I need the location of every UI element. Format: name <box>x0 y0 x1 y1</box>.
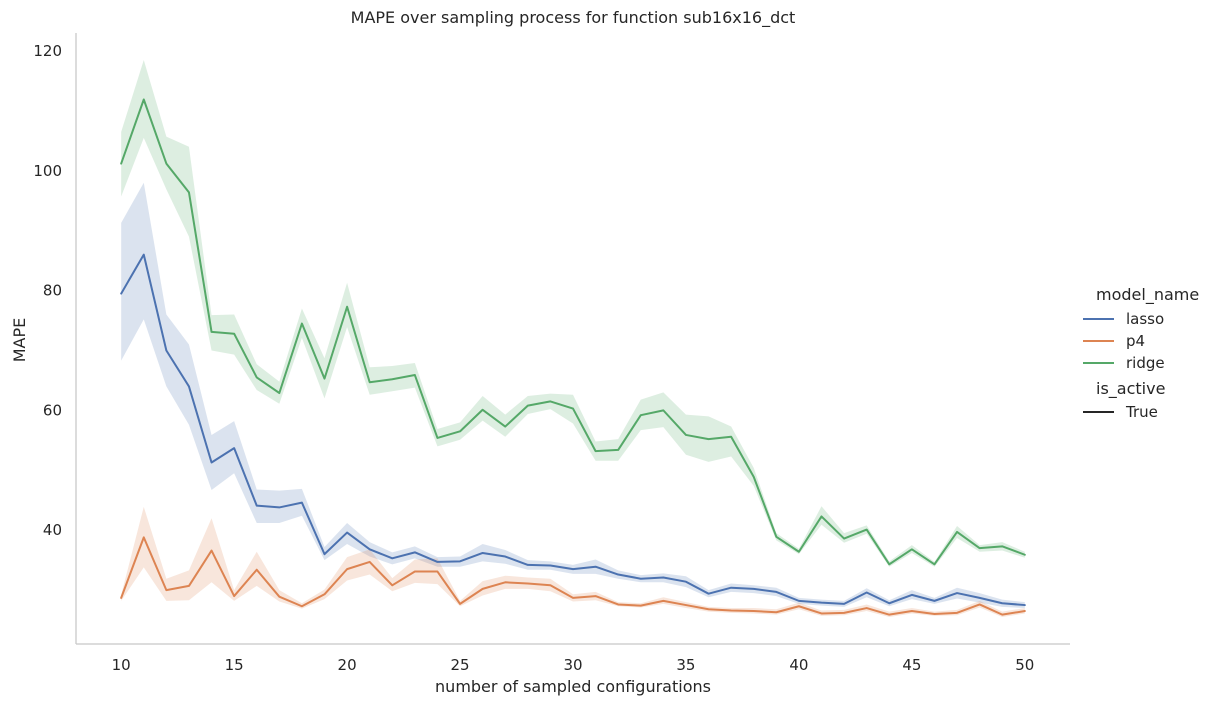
y-tick-labels: 40 60 80 100 120 <box>33 42 62 539</box>
series-lines <box>120 98 1026 616</box>
x-tick-labels: 10 15 20 25 30 35 40 45 50 <box>112 656 1035 674</box>
y-tick-label: 100 <box>33 162 62 180</box>
legend-style-label: True <box>1125 403 1158 421</box>
x-tick-label: 30 <box>563 656 582 674</box>
x-tick-label: 50 <box>1015 656 1034 674</box>
x-tick-label: 45 <box>902 656 921 674</box>
series-line-p4 <box>120 536 1026 616</box>
series-line-ridge <box>120 98 1026 566</box>
y-tick-label: 80 <box>43 282 62 300</box>
legend: model_name lasso p4 ridge is_active True <box>1083 285 1199 421</box>
y-axis-label: MAPE <box>10 318 29 363</box>
legend-hue-title: model_name <box>1096 285 1199 305</box>
chart-title: MAPE over sampling process for function … <box>351 8 796 28</box>
x-tick-label: 10 <box>112 656 131 674</box>
band-p4 <box>121 506 1025 618</box>
legend-hue-entries: lasso p4 ridge <box>1083 310 1165 372</box>
x-tick-label: 35 <box>676 656 695 674</box>
x-tick-label: 40 <box>789 656 808 674</box>
series-line-lasso <box>120 253 1026 607</box>
y-tick-label: 60 <box>43 401 62 419</box>
band-ridge <box>121 59 1025 567</box>
x-tick-label: 15 <box>225 656 244 674</box>
legend-label-lasso: lasso <box>1126 310 1164 328</box>
axes <box>75 33 1070 645</box>
confidence-bands <box>121 59 1025 618</box>
y-tick-label: 40 <box>43 521 62 539</box>
x-axis-label: number of sampled configurations <box>435 677 711 696</box>
y-tick-label: 120 <box>33 42 62 60</box>
legend-style-title: is_active <box>1096 379 1165 399</box>
legend-label-p4: p4 <box>1126 332 1145 350</box>
x-tick-label: 20 <box>338 656 357 674</box>
x-tick-label: 25 <box>451 656 470 674</box>
legend-style-entries: True <box>1083 403 1158 421</box>
legend-label-ridge: ridge <box>1126 354 1165 372</box>
